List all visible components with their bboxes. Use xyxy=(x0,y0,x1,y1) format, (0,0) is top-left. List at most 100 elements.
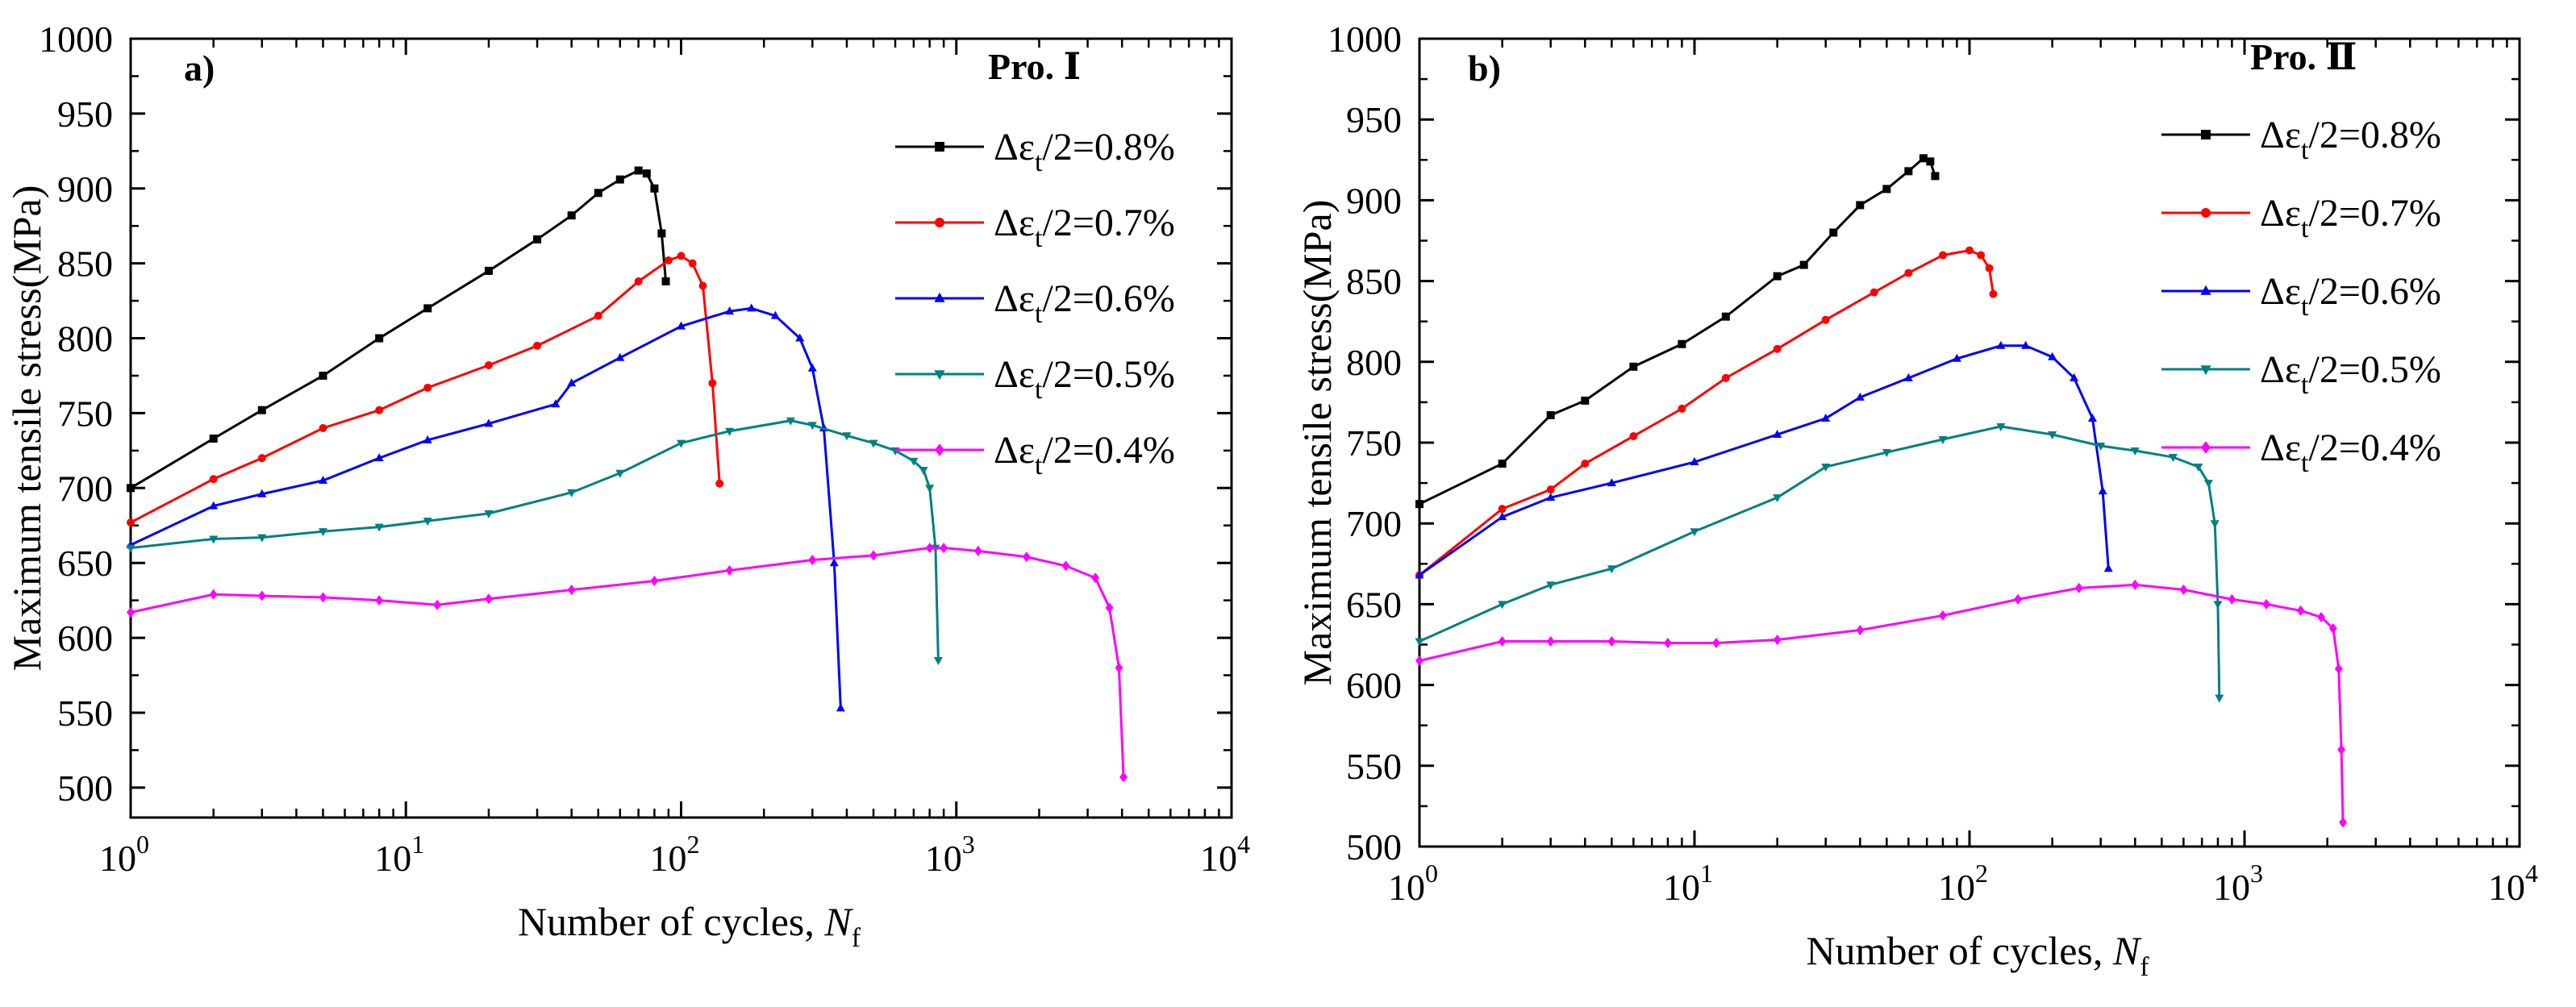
data-point xyxy=(1607,635,1616,647)
x-tick-label: 104 xyxy=(2488,859,2538,908)
series-line xyxy=(1419,583,2345,822)
series-20.7 xyxy=(127,252,724,527)
data-point xyxy=(319,528,328,537)
data-point xyxy=(2228,593,2236,605)
data-point xyxy=(842,432,852,441)
data-point xyxy=(657,229,666,238)
data-point xyxy=(257,489,267,497)
y-tick-label: 700 xyxy=(1346,503,1402,544)
data-point xyxy=(1415,500,1423,509)
legend-marker xyxy=(2201,441,2211,454)
data-point xyxy=(1061,560,1070,572)
y-tick-label: 550 xyxy=(57,693,113,734)
data-point xyxy=(2194,464,2203,472)
data-point xyxy=(375,595,384,606)
x-tick-label: 101 xyxy=(374,830,424,879)
data-point xyxy=(2213,601,2223,610)
data-point xyxy=(594,189,602,198)
legend-marker xyxy=(2200,365,2211,376)
legend-item: Δεt/2=0.5% xyxy=(895,353,1175,405)
data-point xyxy=(374,523,384,532)
x-axis-label: Number of cycles, Nf xyxy=(1806,928,2149,982)
legend-label: Δεt/2=0.4% xyxy=(994,429,1175,481)
data-point xyxy=(1721,312,1730,321)
data-point xyxy=(1919,154,1928,163)
data-point xyxy=(1119,772,1128,783)
series-20.6 xyxy=(1415,340,2113,579)
legend-label: Δεt/2=0.8% xyxy=(2260,114,2441,165)
series-20.6 xyxy=(126,303,845,712)
series-20.4 xyxy=(1415,579,2348,828)
data-point xyxy=(1721,373,1730,382)
data-point xyxy=(1415,638,1424,647)
data-point xyxy=(786,417,795,426)
data-point xyxy=(1607,565,1616,574)
legend-label: Δεt/2=0.6% xyxy=(994,277,1175,329)
y-tick-label: 650 xyxy=(57,543,113,584)
data-point xyxy=(1690,457,1699,466)
data-point xyxy=(127,518,135,527)
legend-marker xyxy=(934,370,945,381)
data-point xyxy=(433,599,442,610)
chart-panel-a: 500 550 600 650 700 750 800 850 900 950 1000 100 101… xyxy=(4,19,1250,953)
data-point xyxy=(2048,431,2057,439)
data-point xyxy=(642,169,651,178)
y-tick-label: 650 xyxy=(1346,584,1402,625)
legend-label: Δεt/2=0.5% xyxy=(994,353,1175,405)
data-point xyxy=(1821,315,1830,324)
data-point xyxy=(257,454,266,463)
data-point xyxy=(126,544,135,553)
data-point xyxy=(567,585,576,596)
y-tick-label: 700 xyxy=(57,468,113,509)
y-axis-label: Maximum tensile stress(MPa) xyxy=(4,185,49,672)
y-axis: 500 550 600 650 700 750 800 850 900 950 1000 xyxy=(1328,19,2520,868)
x-tick-label: 100 xyxy=(99,830,149,879)
data-point xyxy=(919,467,928,476)
series-20.4 xyxy=(127,543,1128,783)
data-point xyxy=(1938,251,1947,260)
y-axis: 500 550 600 650 700 750 800 850 900 950 1000 xyxy=(39,19,1232,809)
data-point xyxy=(1965,246,1974,255)
y-tick-label: 900 xyxy=(57,169,113,210)
data-point xyxy=(1869,288,1878,297)
series-line xyxy=(130,254,721,524)
data-point xyxy=(869,550,878,561)
data-point xyxy=(567,211,576,220)
x-tick-label: 102 xyxy=(1938,859,1988,908)
data-point xyxy=(1498,601,1507,610)
legend-label: Δεt/2=0.7% xyxy=(2260,192,2441,243)
data-point xyxy=(484,593,493,605)
data-point xyxy=(484,510,494,518)
legend-marker xyxy=(934,292,945,302)
data-point xyxy=(2203,480,2213,489)
data-point xyxy=(2087,413,2097,422)
x-axis: 100 101 102 103 104 xyxy=(99,39,1250,879)
data-point xyxy=(1105,602,1114,614)
data-point xyxy=(423,435,432,443)
series-line xyxy=(1419,344,2110,576)
data-point xyxy=(2179,584,2188,595)
data-point xyxy=(594,311,602,320)
y-tick-label: 750 xyxy=(57,393,113,434)
data-point xyxy=(2074,582,2083,593)
data-point xyxy=(2328,622,2337,634)
data-point xyxy=(1115,662,1123,673)
data-point xyxy=(688,259,697,268)
data-point xyxy=(1581,396,1590,405)
data-point xyxy=(1996,422,2006,431)
data-point xyxy=(1926,157,1935,166)
series-20.7 xyxy=(1415,246,1998,580)
legend-marker xyxy=(935,443,944,456)
data-point xyxy=(1829,228,1838,237)
data-point xyxy=(2168,454,2178,463)
legend-item: Δεt/2=0.6% xyxy=(2161,270,2441,322)
panel-label: a) xyxy=(184,48,215,89)
data-point xyxy=(708,379,717,388)
data-point xyxy=(664,256,673,264)
data-point xyxy=(1821,464,1831,472)
legend-item: Δεt/2=0.4% xyxy=(895,429,1175,481)
data-point xyxy=(615,175,624,184)
data-point xyxy=(1678,339,1686,348)
data-point xyxy=(925,543,934,554)
